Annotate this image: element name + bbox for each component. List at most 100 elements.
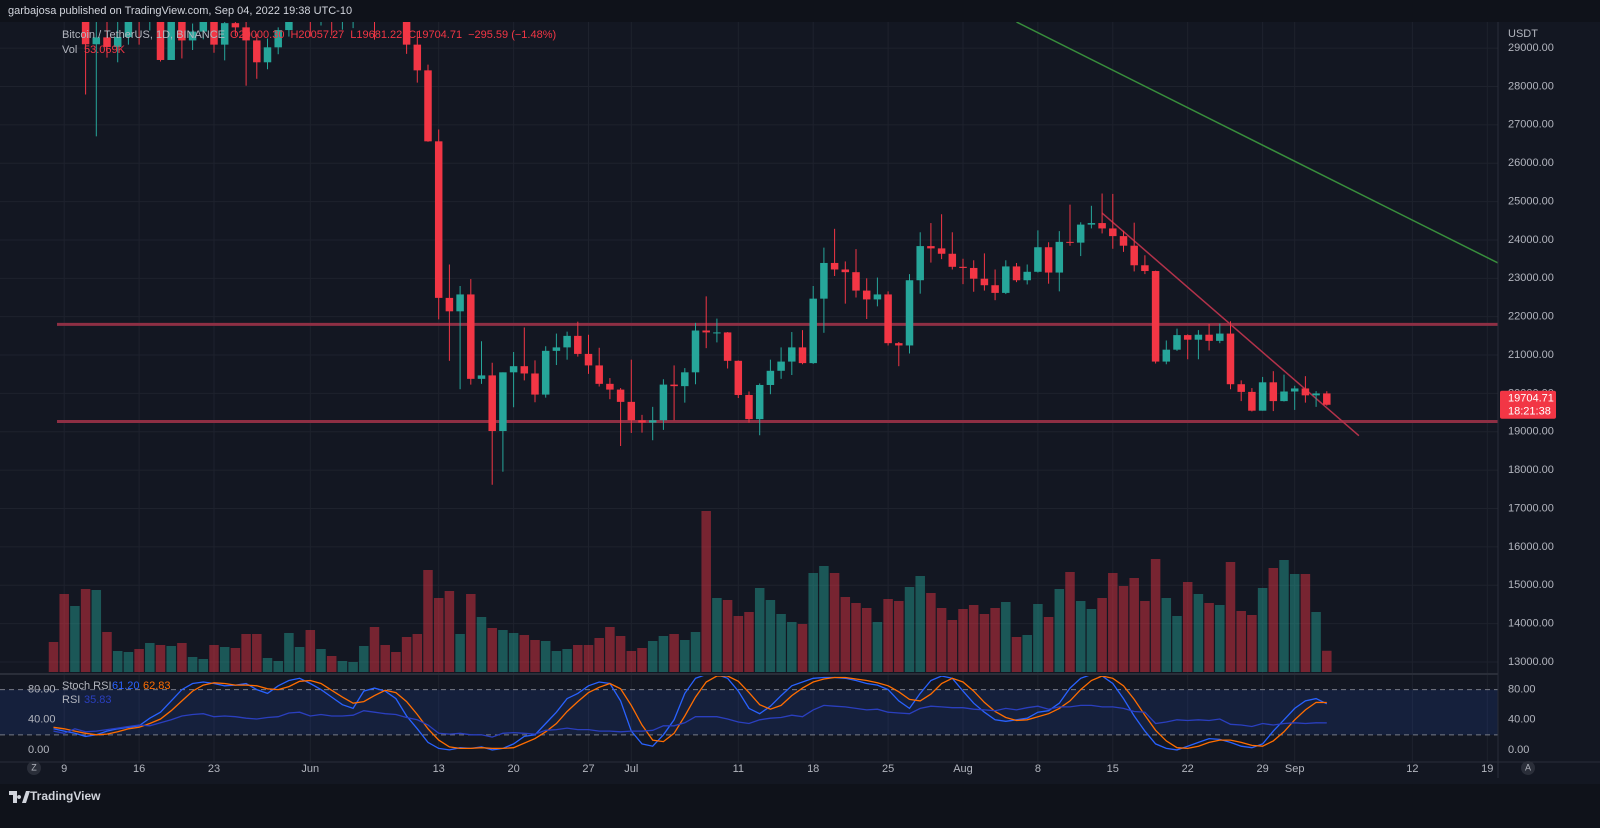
candle-body <box>852 272 860 291</box>
volume-bar <box>262 658 273 672</box>
volume-bar <box>904 587 915 672</box>
volume-bar <box>369 627 380 672</box>
stoch-k-legend: 61.20 <box>112 680 140 692</box>
volume-bar <box>91 590 102 672</box>
volume-bar <box>284 633 294 672</box>
y-tick-label: 26000.00 <box>1508 157 1554 169</box>
zoom-button[interactable] <box>27 761 41 775</box>
volume-bar <box>177 643 187 672</box>
candle-body <box>670 384 678 387</box>
candle-body <box>873 294 882 300</box>
volume-bar <box>1065 572 1075 672</box>
volume-bar <box>583 645 594 672</box>
x-tick-label: 22 <box>1182 763 1194 775</box>
candle-body <box>1216 333 1224 341</box>
candle-body <box>606 383 614 390</box>
candle-body <box>488 375 496 432</box>
brand-logo <box>9 791 30 803</box>
zoom-button-label[interactable]: Z <box>31 762 37 772</box>
volume-bar <box>1161 598 1172 672</box>
y-tick-label: 23000.00 <box>1508 272 1554 284</box>
candle-body <box>1183 335 1192 340</box>
volume-bar <box>1236 611 1246 672</box>
volume-legend-value: 53.069K <box>84 44 126 56</box>
candle-body <box>1173 335 1181 350</box>
candle-body <box>552 347 561 351</box>
volume-bar <box>1322 650 1332 672</box>
candle-body <box>242 27 250 41</box>
indicator-panel: 80.00 40.00 0.00 <box>0 676 1498 756</box>
volume-bar <box>562 649 572 672</box>
volume-bar <box>1001 602 1011 672</box>
auto-button[interactable] <box>1521 761 1535 775</box>
volume-bar <box>605 627 615 672</box>
candle-body <box>456 294 464 312</box>
volume-bar <box>658 636 669 672</box>
header-bar <box>0 0 1600 22</box>
x-tick-label: 23 <box>208 763 220 775</box>
volume-bar <box>754 588 765 672</box>
candle-body <box>113 36 122 47</box>
volume-bar <box>990 608 1000 672</box>
candle-body <box>584 353 593 366</box>
volume-bar <box>187 657 198 672</box>
y-tick-label: 14000.00 <box>1508 618 1554 630</box>
volume-bar <box>359 646 369 672</box>
volume-bar <box>530 640 540 672</box>
volume-bar <box>209 645 219 672</box>
volume-bar <box>968 605 979 672</box>
volume-bar <box>840 597 851 672</box>
candle-body <box>1087 223 1096 225</box>
x-tick-label: 19 <box>1481 763 1493 775</box>
y-tick-label: 29000.00 <box>1508 42 1554 54</box>
volume-bar <box>540 641 551 672</box>
candle-body <box>231 23 240 28</box>
volume-bar <box>230 648 241 672</box>
candle-body <box>199 22 208 32</box>
volume-bar <box>1215 605 1225 672</box>
y-tick-label: 24000.00 <box>1508 234 1554 246</box>
volume-bar <box>690 632 701 672</box>
candle-body <box>648 420 657 423</box>
volume-bar <box>1193 594 1204 672</box>
volume-bar <box>433 598 444 672</box>
candle-body <box>1205 334 1213 341</box>
candle-body <box>681 372 689 387</box>
auto-button-label[interactable]: A <box>1525 762 1531 772</box>
candle-body <box>980 278 989 286</box>
candles <box>81 22 1331 485</box>
candle-body <box>595 365 603 384</box>
volume-bar <box>915 576 925 672</box>
volume-bar <box>594 638 604 672</box>
candle-body <box>1076 224 1085 243</box>
y-tick-label: 27000.00 <box>1508 119 1554 131</box>
volume-bar <box>412 634 423 672</box>
indicator-tick-label-left: 0.00 <box>28 744 49 756</box>
volume-bar <box>669 634 679 672</box>
candle-body <box>477 375 486 379</box>
candle-body <box>1012 266 1021 281</box>
volume-bar <box>615 636 626 672</box>
volume-bar <box>498 630 508 672</box>
ohlc-value: C19704.71 <box>408 29 462 41</box>
candle-body <box>563 335 571 348</box>
volume-bar <box>1097 598 1107 672</box>
candle-body <box>755 384 764 420</box>
volume-bar <box>326 656 337 672</box>
x-tick-label: 11 <box>733 763 744 775</box>
volume-bar <box>466 594 476 672</box>
volume-bar <box>1022 635 1032 672</box>
candle-body <box>627 401 636 421</box>
candle-body <box>156 22 165 60</box>
stoch-legend-name: Stoch RSI <box>62 680 112 692</box>
candle-body <box>1323 393 1331 405</box>
candle-body <box>884 294 892 344</box>
volume-bar <box>294 647 305 672</box>
volume-bar <box>647 641 658 672</box>
candle-body <box>531 373 539 395</box>
candle-body <box>1301 388 1310 396</box>
candle-body <box>1269 382 1278 402</box>
candle-body <box>1023 271 1031 281</box>
